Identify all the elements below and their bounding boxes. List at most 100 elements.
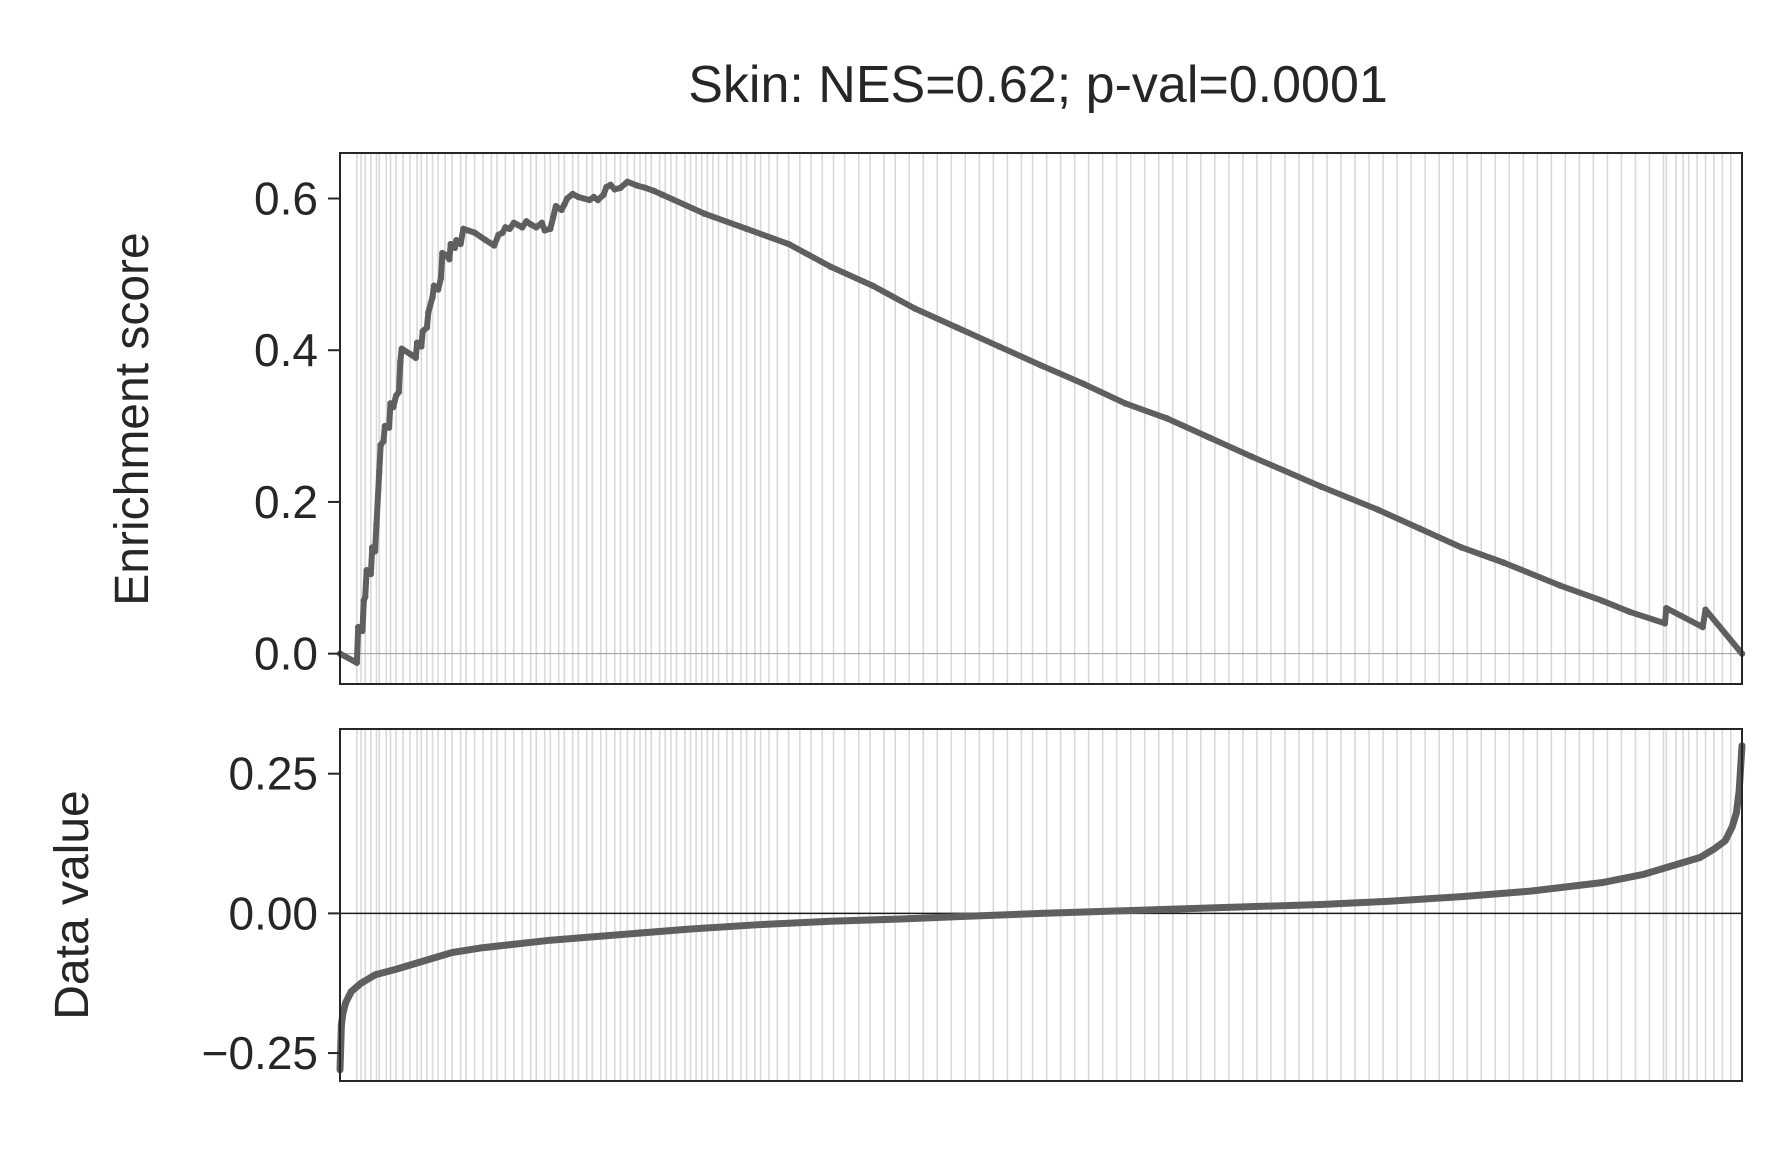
data-point xyxy=(1626,608,1634,616)
data-point xyxy=(437,274,445,282)
data-point xyxy=(373,521,380,528)
data-point xyxy=(371,548,379,555)
data-point xyxy=(362,593,369,600)
data-value-panel: −0.25 0.00 0.25 Data value xyxy=(46,728,1746,1082)
data-point xyxy=(419,328,426,335)
data-point xyxy=(359,627,366,635)
data-point xyxy=(1663,604,1670,612)
data-point xyxy=(457,240,464,248)
data-point xyxy=(785,240,792,248)
data-point xyxy=(460,225,467,233)
data-point xyxy=(1696,854,1704,861)
data-point xyxy=(1528,887,1535,895)
data-point xyxy=(1721,837,1729,844)
data-point xyxy=(569,190,576,198)
data-point xyxy=(538,219,546,226)
data-point xyxy=(380,438,387,445)
data-point xyxy=(1388,897,1395,905)
data-point xyxy=(911,305,919,312)
bottom-axes-frame xyxy=(339,728,1743,1082)
y-tick-label: 0.0 xyxy=(254,628,318,680)
top-hit-lines xyxy=(356,153,1732,684)
data-point xyxy=(367,570,375,578)
data-point xyxy=(395,388,403,396)
enrichment-score-panel: 0.0 0.2 0.4 0.6 Enrichment score xyxy=(106,152,1746,685)
data-point xyxy=(1178,905,1185,913)
data-point xyxy=(1458,544,1465,551)
data-point xyxy=(339,1010,347,1018)
data-point xyxy=(357,980,365,987)
data-point xyxy=(580,195,588,202)
data-point xyxy=(447,240,454,248)
y-tick-label: 0.00 xyxy=(228,887,318,939)
data-point xyxy=(600,191,607,198)
y-tick-label: −0.25 xyxy=(202,1027,318,1079)
y-tick-label: 0.25 xyxy=(228,748,318,800)
data-point xyxy=(453,237,460,244)
data-point xyxy=(430,282,438,289)
data-point xyxy=(371,971,379,979)
enrichment-score-axis-label: Enrichment score xyxy=(106,232,159,605)
data-point xyxy=(527,221,534,228)
data-point xyxy=(624,178,631,186)
data-point xyxy=(1248,453,1255,460)
y-tick-label: 0.4 xyxy=(254,324,318,376)
data-point xyxy=(342,999,349,1006)
data-point xyxy=(701,210,708,217)
data-point xyxy=(617,184,624,192)
data-point xyxy=(425,309,432,316)
top-axes-frame xyxy=(339,152,1743,685)
data-point xyxy=(355,623,362,631)
data-point xyxy=(687,925,694,933)
data-point xyxy=(1374,506,1381,513)
data-point xyxy=(757,921,764,928)
data-point xyxy=(827,918,834,925)
data-point xyxy=(575,193,582,201)
data-point xyxy=(1598,597,1606,604)
data-point xyxy=(552,202,560,210)
data-point xyxy=(561,201,568,208)
data-point xyxy=(743,225,750,233)
data-point xyxy=(1079,380,1087,387)
data-point xyxy=(642,184,649,192)
data-point xyxy=(1121,400,1129,407)
enrichment-series xyxy=(336,178,1746,666)
data-point xyxy=(558,206,565,214)
data-point xyxy=(491,242,498,249)
data-point xyxy=(1500,559,1507,566)
data-point xyxy=(471,229,478,236)
data-point xyxy=(533,224,540,231)
data-point xyxy=(995,343,1003,350)
data-point xyxy=(448,949,456,956)
data-point xyxy=(967,912,975,920)
data-point xyxy=(1318,483,1325,490)
data-point xyxy=(1640,871,1648,878)
data-point xyxy=(659,191,666,198)
data-point xyxy=(482,237,490,244)
data-point xyxy=(563,195,571,202)
data-point xyxy=(547,937,554,944)
data-point xyxy=(611,186,618,193)
data-point xyxy=(1661,620,1669,627)
data-point xyxy=(1598,879,1606,886)
data-point xyxy=(519,224,526,231)
data-point xyxy=(547,225,554,233)
data-point xyxy=(363,567,370,574)
data-point xyxy=(499,229,506,236)
data-point xyxy=(434,286,442,293)
data-point xyxy=(446,256,453,263)
data-point xyxy=(953,324,961,331)
data-point xyxy=(897,915,904,923)
data-point xyxy=(1458,893,1465,900)
data-point xyxy=(398,345,405,352)
data-point xyxy=(1037,910,1045,917)
data-point xyxy=(594,196,602,204)
data-point xyxy=(406,350,414,358)
data-point xyxy=(827,263,834,270)
data-point xyxy=(397,358,404,365)
data-point xyxy=(451,244,459,252)
bottom-y-ticks: −0.25 0.00 0.25 xyxy=(202,748,340,1079)
data-point xyxy=(429,293,436,301)
chart-title: Skin: NES=0.62; p-val=0.0001 xyxy=(688,56,1388,114)
